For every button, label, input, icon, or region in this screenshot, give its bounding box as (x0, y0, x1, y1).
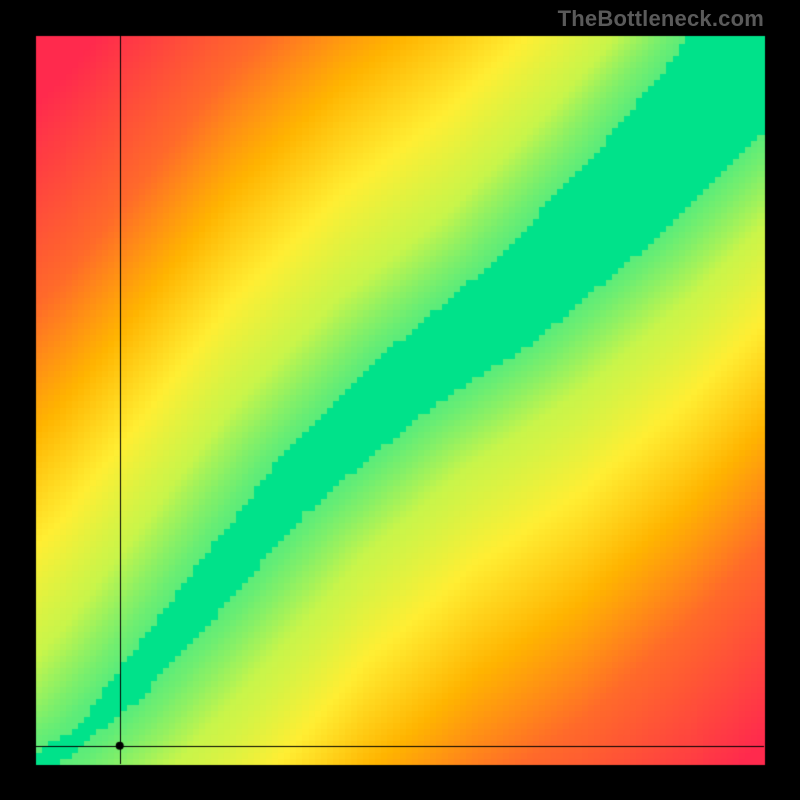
watermark-label: TheBottleneck.com (558, 6, 764, 32)
chart-container: TheBottleneck.com (0, 0, 800, 800)
bottleneck-heatmap (0, 0, 800, 800)
